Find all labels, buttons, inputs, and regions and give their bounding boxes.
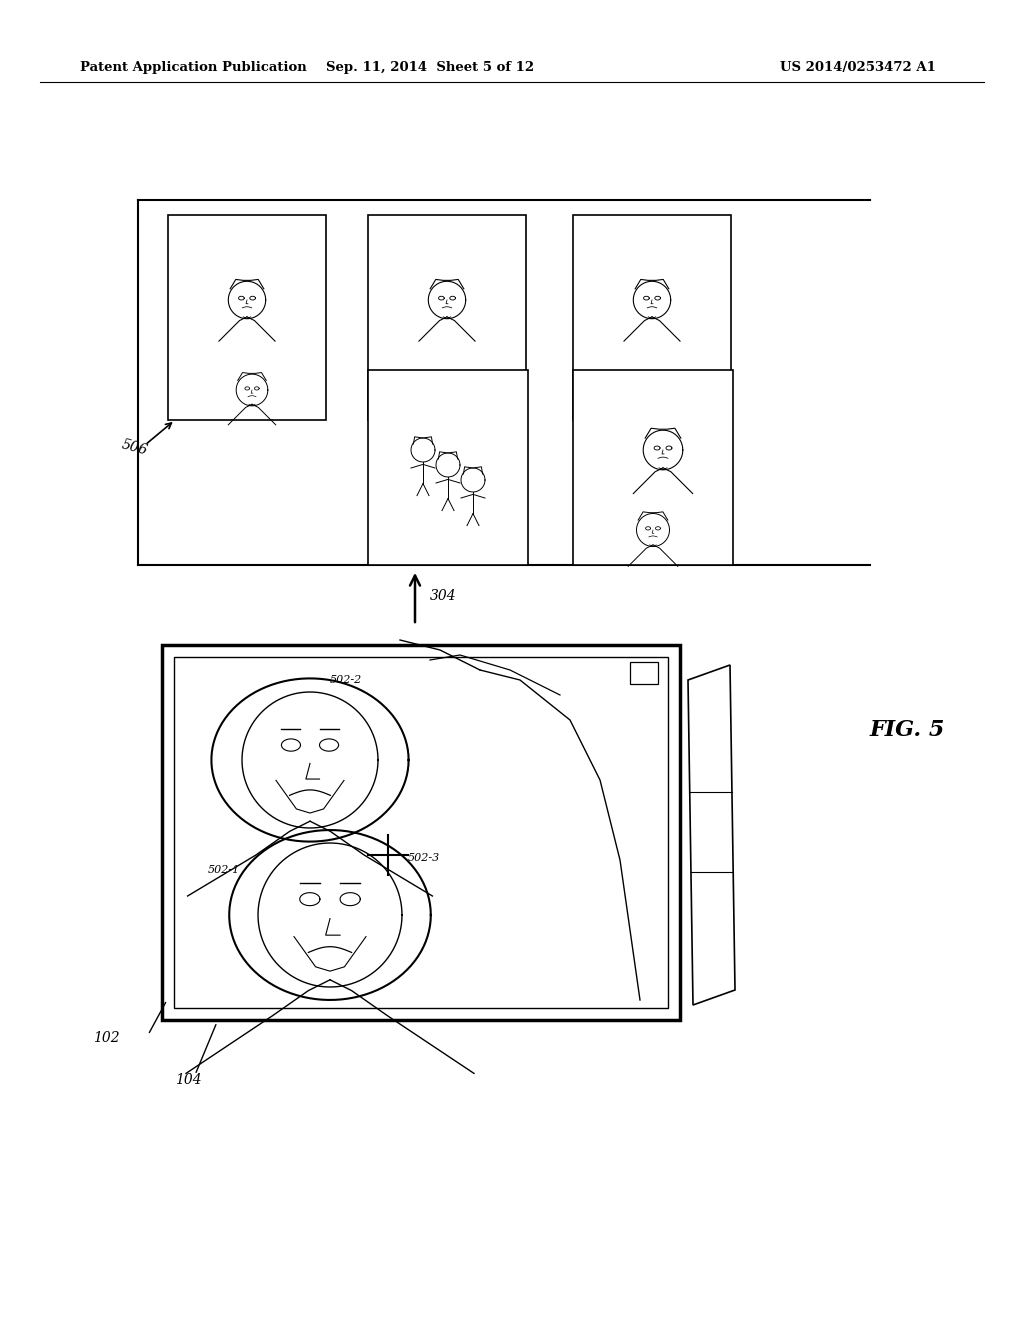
Text: 304: 304 [430,589,457,603]
Bar [573,215,731,420]
Bar [573,370,733,565]
Text: 104: 104 [175,1073,202,1086]
Text: Sep. 11, 2014  Sheet 5 of 12: Sep. 11, 2014 Sheet 5 of 12 [326,62,535,74]
Text: 502-3: 502-3 [408,853,440,863]
Bar [168,215,326,420]
Text: Patent Application Publication: Patent Application Publication [80,62,307,74]
Text: 502-2: 502-2 [330,675,362,685]
Bar [368,215,526,420]
Polygon shape [688,665,735,1005]
Bar [630,663,658,684]
Text: 502-1: 502-1 [208,865,241,875]
Text: FIG. 5: FIG. 5 [870,719,945,741]
Bar [174,657,668,1008]
Text: US 2014/0253472 A1: US 2014/0253472 A1 [780,62,936,74]
Bar [368,370,528,565]
Text: 102: 102 [93,1031,120,1045]
Bar [162,645,680,1020]
Text: 506: 506 [120,438,150,458]
